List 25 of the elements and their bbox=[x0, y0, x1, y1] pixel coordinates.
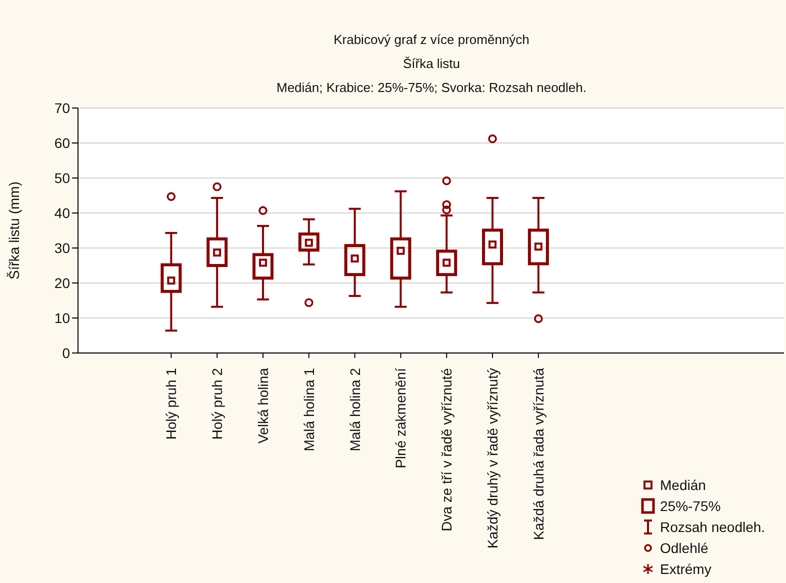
x-tick-label: Každý druhý v řadě vyříznutý bbox=[484, 368, 501, 549]
y-tick-label: 20 bbox=[54, 274, 70, 291]
y-axis-title: Šířka listu (mm) bbox=[6, 182, 22, 280]
y-tick-label: 40 bbox=[54, 204, 70, 221]
y-tick-label: 70 bbox=[54, 100, 70, 116]
y-tick-label: 30 bbox=[54, 240, 70, 256]
text: 25%-75% bbox=[660, 498, 721, 514]
text: Rozsah neodleh. bbox=[660, 518, 766, 534]
x-tick-label: Malá holina 1 bbox=[300, 368, 317, 452]
chart-subtitle: Šířka listu Medián; Krabice: 25%-75%; Svorka: Rozsah neodleh. bbox=[275, 55, 588, 97]
x-tick-label: Malá holina 2 bbox=[346, 368, 363, 452]
text: Medián bbox=[660, 476, 706, 492]
x-tick-label: Dva ze tří v řadě vyříznuté bbox=[438, 368, 455, 532]
x-tick-label: Holý pruh 1 bbox=[163, 368, 180, 440]
y-tick-label: 10 bbox=[54, 310, 70, 326]
text: Extrémy bbox=[660, 560, 712, 576]
x-tick-label: Holý pruh 2 bbox=[209, 368, 226, 440]
x-tick-label: Každá druhá řada vyříznutá bbox=[530, 368, 546, 540]
x-tick-label: Plné zakmenění bbox=[392, 368, 409, 468]
text: Odlehlé bbox=[660, 540, 708, 556]
y-tick-label: 60 bbox=[54, 134, 70, 151]
y-tick-label: 50 bbox=[54, 170, 70, 186]
x-tick-label: Velká holina bbox=[254, 368, 271, 444]
y-tick-label: 0 bbox=[62, 344, 70, 361]
chart-title: Krabicový graf z více proměnných bbox=[332, 31, 530, 49]
